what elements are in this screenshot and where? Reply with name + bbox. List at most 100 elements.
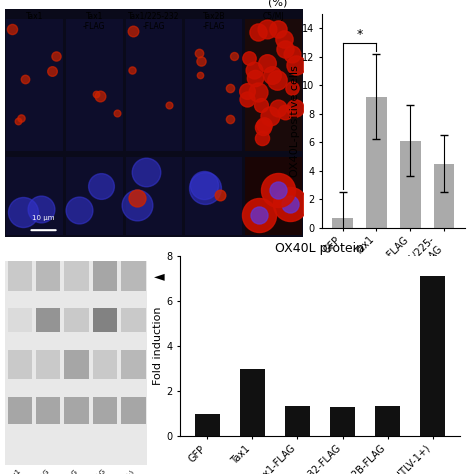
Text: Tax1-FLAG: Tax1-FLAG xyxy=(20,469,50,474)
Bar xyxy=(121,397,146,424)
Point xyxy=(216,191,224,199)
Bar xyxy=(240,369,264,436)
FancyBboxPatch shape xyxy=(6,18,63,151)
Point xyxy=(281,46,289,53)
Bar xyxy=(8,308,32,332)
Point xyxy=(292,104,299,112)
Point xyxy=(280,35,288,43)
Point xyxy=(286,201,293,208)
Point xyxy=(260,121,268,129)
Point xyxy=(201,184,208,192)
Bar xyxy=(8,350,32,379)
Point xyxy=(134,201,141,209)
FancyBboxPatch shape xyxy=(66,18,123,151)
Bar xyxy=(375,406,400,436)
FancyBboxPatch shape xyxy=(126,18,182,151)
Point xyxy=(244,87,251,95)
Point xyxy=(226,116,234,123)
Bar xyxy=(400,141,420,228)
Text: Tax1/225-232-FLAG: Tax1/225-232-FLAG xyxy=(27,469,79,474)
Point xyxy=(96,92,104,100)
Point xyxy=(129,27,137,35)
Title: OX40L protein: OX40L protein xyxy=(275,242,365,255)
Point xyxy=(255,88,262,96)
Point xyxy=(98,182,105,190)
Bar xyxy=(36,308,60,332)
Point xyxy=(196,71,204,78)
Text: *: * xyxy=(356,28,363,41)
Point xyxy=(274,104,282,112)
Point xyxy=(17,115,25,122)
Point xyxy=(255,211,262,219)
Point xyxy=(286,201,293,208)
Text: 10 μm: 10 μm xyxy=(32,215,55,221)
Point xyxy=(198,58,205,65)
Point xyxy=(201,182,208,189)
FancyBboxPatch shape xyxy=(245,18,302,151)
Point xyxy=(274,26,282,33)
Bar xyxy=(8,261,32,291)
Bar xyxy=(121,308,146,332)
Bar xyxy=(93,261,117,291)
Y-axis label: OX40L-positive cells: OX40L-positive cells xyxy=(290,65,300,177)
FancyBboxPatch shape xyxy=(126,157,182,235)
Point xyxy=(19,208,27,216)
Bar xyxy=(330,407,355,436)
Point xyxy=(38,205,46,213)
Point xyxy=(91,90,99,98)
Bar xyxy=(8,397,32,424)
Point xyxy=(128,66,136,74)
Point xyxy=(259,134,266,141)
Text: (%): (%) xyxy=(268,0,288,8)
Point xyxy=(263,59,270,67)
Point xyxy=(52,52,60,60)
Point xyxy=(48,67,56,74)
Bar xyxy=(64,397,89,424)
Bar xyxy=(36,397,60,424)
Point xyxy=(14,118,22,125)
Point xyxy=(268,71,276,79)
FancyBboxPatch shape xyxy=(185,157,242,235)
Bar xyxy=(64,350,89,379)
Bar xyxy=(121,261,146,291)
Bar xyxy=(36,261,60,291)
Point xyxy=(264,25,271,32)
Text: Tax1
-FLAG: Tax1 -FLAG xyxy=(83,12,106,31)
Point xyxy=(274,187,282,194)
Point xyxy=(259,123,266,131)
Bar xyxy=(195,413,219,436)
Bar xyxy=(420,276,445,436)
Text: C5/MJ: C5/MJ xyxy=(263,12,284,21)
Y-axis label: Fold induction: Fold induction xyxy=(154,307,164,385)
Point xyxy=(195,49,202,57)
Text: Tax2B
-FLAG: Tax2B -FLAG xyxy=(202,12,225,31)
Bar xyxy=(285,406,310,436)
Point xyxy=(250,67,258,74)
Point xyxy=(266,112,274,120)
FancyBboxPatch shape xyxy=(6,157,63,235)
FancyBboxPatch shape xyxy=(185,18,242,151)
Text: Tax1: Tax1 xyxy=(6,469,22,474)
Bar xyxy=(64,308,89,332)
Bar xyxy=(93,308,117,332)
Bar xyxy=(36,350,60,379)
Point xyxy=(274,187,282,194)
Point xyxy=(8,25,16,33)
Point xyxy=(292,61,300,69)
Bar xyxy=(366,97,387,228)
FancyBboxPatch shape xyxy=(66,157,123,235)
Point xyxy=(252,74,259,82)
Bar xyxy=(434,164,455,228)
Point xyxy=(21,76,29,83)
Point xyxy=(227,84,234,92)
Text: Tax1: Tax1 xyxy=(26,12,43,21)
Point xyxy=(289,84,296,92)
Bar xyxy=(64,261,89,291)
Point xyxy=(258,101,265,109)
Point xyxy=(245,55,253,62)
Point xyxy=(75,206,82,214)
Text: Tax1/225-232
-FLAG: Tax1/225-232 -FLAG xyxy=(128,12,180,31)
Point xyxy=(288,50,296,58)
Text: ◄: ◄ xyxy=(154,269,164,283)
Point xyxy=(243,95,250,103)
